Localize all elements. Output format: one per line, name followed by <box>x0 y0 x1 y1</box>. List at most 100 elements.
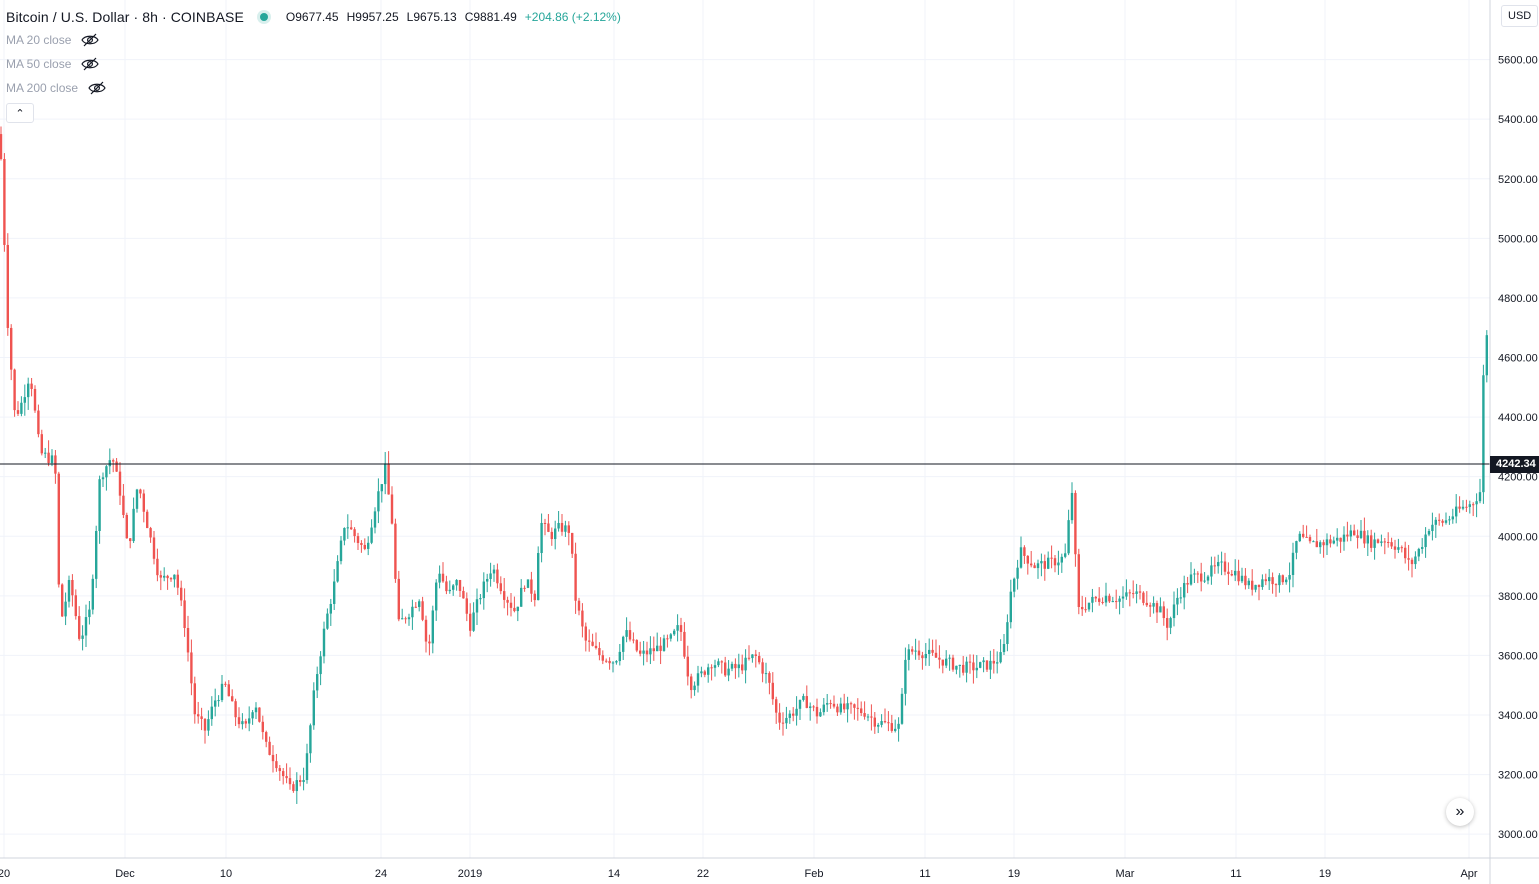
scroll-to-realtime-button[interactable]: » <box>1446 798 1474 826</box>
candle-body <box>1458 506 1461 509</box>
candle-body <box>1036 563 1040 569</box>
candle-body <box>217 700 220 702</box>
candle-body <box>788 713 791 718</box>
candle-body <box>1070 492 1074 521</box>
candle-body <box>1193 573 1196 575</box>
candle-body <box>1091 596 1094 603</box>
symbol-title[interactable]: Bitcoin / U.S. Dollar · 8h · COINBASE <box>6 9 244 25</box>
candle-body <box>1427 531 1431 535</box>
candle-body <box>530 579 533 594</box>
candle-body <box>234 701 237 718</box>
candle-body <box>870 716 873 718</box>
candle-body <box>248 718 251 724</box>
indicator-ma50[interactable]: MA 50 close <box>6 52 629 76</box>
candle-body <box>1220 561 1223 563</box>
indicator-ma200[interactable]: MA 200 close <box>6 76 629 100</box>
candle-body <box>921 655 924 659</box>
candle-body <box>917 650 921 656</box>
candle-body <box>33 388 37 411</box>
candle-body <box>720 661 723 663</box>
candle-body <box>962 664 965 673</box>
candle-body <box>771 682 774 700</box>
candle-body <box>268 741 271 755</box>
candle-body <box>639 650 642 654</box>
x-tick-label: Feb <box>805 868 824 880</box>
candle-body <box>945 658 948 666</box>
candle-body <box>258 707 261 722</box>
candle-body <box>220 683 224 701</box>
x-tick-label: Mar <box>1116 868 1135 880</box>
candle-body <box>676 625 679 631</box>
candle-body <box>815 706 819 717</box>
candle-body <box>44 452 47 454</box>
candle-body <box>418 601 421 607</box>
collapse-legend-button[interactable]: ⌃ <box>6 103 34 123</box>
y-tick-label: 4000.00 <box>1498 531 1538 543</box>
candle-body <box>370 527 373 543</box>
eye-hidden-icon[interactable] <box>88 81 106 95</box>
candle-body <box>1057 562 1060 566</box>
candle-body <box>1210 565 1213 577</box>
candle-body <box>1081 606 1084 610</box>
candle-body <box>1244 575 1247 586</box>
ohlc-close: C9881.49 <box>464 10 517 24</box>
candle-body <box>574 553 577 601</box>
candle-body <box>911 649 914 652</box>
candle-body <box>744 657 747 671</box>
candle-body <box>659 645 662 651</box>
candle-body <box>656 645 659 652</box>
candle-body <box>57 473 60 585</box>
candle-body <box>1356 535 1359 538</box>
candle-body <box>1274 584 1278 586</box>
candle-body <box>761 662 764 674</box>
candle-body <box>1077 554 1080 607</box>
double-chevron-right-icon: » <box>1455 803 1465 820</box>
candle-body <box>931 649 934 653</box>
candle-body <box>897 723 900 729</box>
candle-body <box>877 724 880 727</box>
candle-body <box>431 610 434 644</box>
candle-body <box>601 655 604 661</box>
candle-body <box>37 410 40 435</box>
x-tick-label: 19 <box>1319 868 1331 880</box>
candle-body <box>1329 539 1332 544</box>
candle-body <box>1118 598 1121 602</box>
candle-body <box>346 527 349 529</box>
candle-body <box>1485 335 1488 376</box>
candle-body <box>462 590 465 599</box>
candle-body <box>1421 547 1424 549</box>
candle-body <box>261 721 264 733</box>
candles-layer <box>0 126 1488 804</box>
candle-body <box>458 579 462 591</box>
candle-body <box>312 690 315 726</box>
candle-body <box>1023 547 1026 556</box>
candle-body <box>1393 546 1397 550</box>
candle-body <box>112 460 115 462</box>
candle-body <box>421 601 424 620</box>
candle-body <box>390 494 394 524</box>
candle-body <box>696 673 700 686</box>
candle-body <box>499 583 502 592</box>
currency-selector[interactable]: USD <box>1501 5 1539 27</box>
candle-body <box>142 493 145 512</box>
eye-hidden-icon[interactable] <box>81 33 100 47</box>
candle-body <box>900 693 904 724</box>
candle-body <box>1227 571 1230 575</box>
indicator-ma20[interactable]: MA 20 close <box>6 28 629 52</box>
candle-body <box>1108 595 1111 602</box>
candle-body <box>251 712 254 719</box>
candle-body <box>88 609 91 618</box>
eye-hidden-icon[interactable] <box>81 57 100 71</box>
candle-body <box>183 600 186 629</box>
candle-body <box>690 676 693 691</box>
candle-body <box>734 663 737 669</box>
candle-body <box>475 599 479 613</box>
candle-body <box>1322 542 1325 546</box>
candle-body <box>883 721 887 723</box>
y-tick-label: 5600.00 <box>1498 55 1538 67</box>
candle-body <box>948 657 951 659</box>
candle-body <box>941 659 944 666</box>
